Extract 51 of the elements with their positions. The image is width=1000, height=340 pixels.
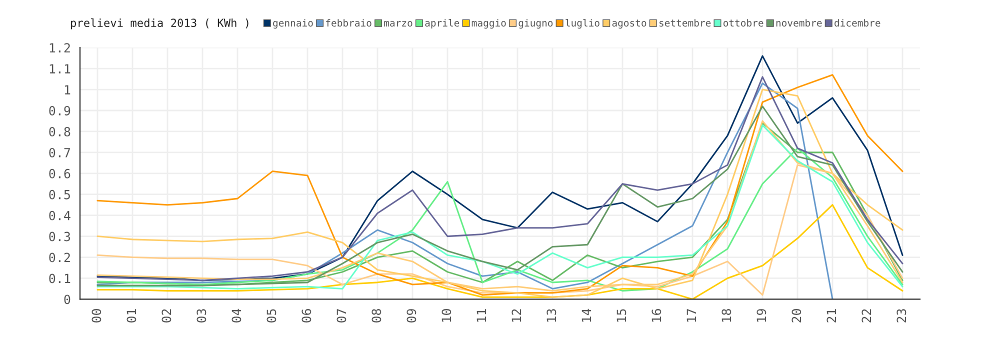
x-tick-label: 23	[896, 309, 906, 322]
x-tick-label: 05	[266, 309, 276, 322]
x-tick-label: 08	[372, 309, 382, 322]
x-tick-label: 18	[722, 309, 732, 322]
legend-label: maggio	[472, 19, 506, 29]
y-tick-label: 0.1	[49, 274, 70, 284]
y-tick-label: 0.4	[49, 210, 70, 220]
y-tick-label: 1	[64, 85, 70, 94]
y-tick-label: 0.7	[49, 148, 70, 158]
x-tick-label: 11	[476, 309, 486, 322]
legend-label: agosto	[612, 20, 646, 29]
x-tick-label: 14	[582, 308, 591, 322]
legend-label: luglio	[566, 19, 600, 29]
x-tick-label: 07	[336, 309, 346, 322]
x-tick-label: 10	[442, 309, 452, 322]
y-tick-label: 0.8	[49, 126, 70, 136]
x-tick-label: 12	[512, 309, 521, 322]
x-tick-label: 22	[862, 309, 871, 322]
y-tick-label: 1.1	[50, 64, 70, 74]
legend-label: ottobre	[723, 19, 764, 27]
legend-label: giugno	[518, 19, 553, 29]
chart-title: prelievi media 2013 ( KWh )	[71, 18, 248, 30]
legend-label: aprile	[425, 19, 460, 28]
x-tick-label: 20	[792, 309, 802, 322]
y-tick-label: 0.5	[49, 190, 70, 200]
legend-label: novembre	[776, 19, 822, 27]
legend-label: dicembre	[834, 19, 880, 27]
legend-label: marzo	[384, 21, 412, 27]
x-tick-label: 15	[616, 309, 626, 322]
y-tick-label: 0	[64, 294, 70, 304]
x-tick-label: 19	[756, 309, 766, 322]
x-tick-label: 04	[232, 308, 242, 322]
x-tick-label: 13	[546, 309, 556, 322]
line-series	[96, 204, 904, 300]
legend-label: settembre	[660, 19, 711, 27]
y-tick-label: 0.6	[49, 168, 70, 178]
x-tick-label: 01	[126, 309, 136, 322]
x-tick-label: 17	[686, 309, 696, 322]
legend-label: gennaio	[273, 19, 313, 29]
x-tick-label: 06	[302, 309, 312, 322]
x-tick-label: 21	[826, 309, 836, 322]
x-tick-label: 03	[196, 309, 206, 322]
y-tick-label: 0.9	[49, 106, 70, 116]
x-tick-label: 09	[406, 309, 416, 322]
x-tick-label: 02	[162, 309, 172, 322]
y-tick-label: 0.3	[49, 232, 70, 242]
y-tick-label: 1.2	[50, 43, 70, 52]
x-tick-label: 00	[92, 309, 102, 322]
legend-label: febbraio	[326, 19, 372, 27]
y-tick-label: 0.2	[49, 252, 70, 262]
x-tick-label: 16	[652, 309, 662, 322]
